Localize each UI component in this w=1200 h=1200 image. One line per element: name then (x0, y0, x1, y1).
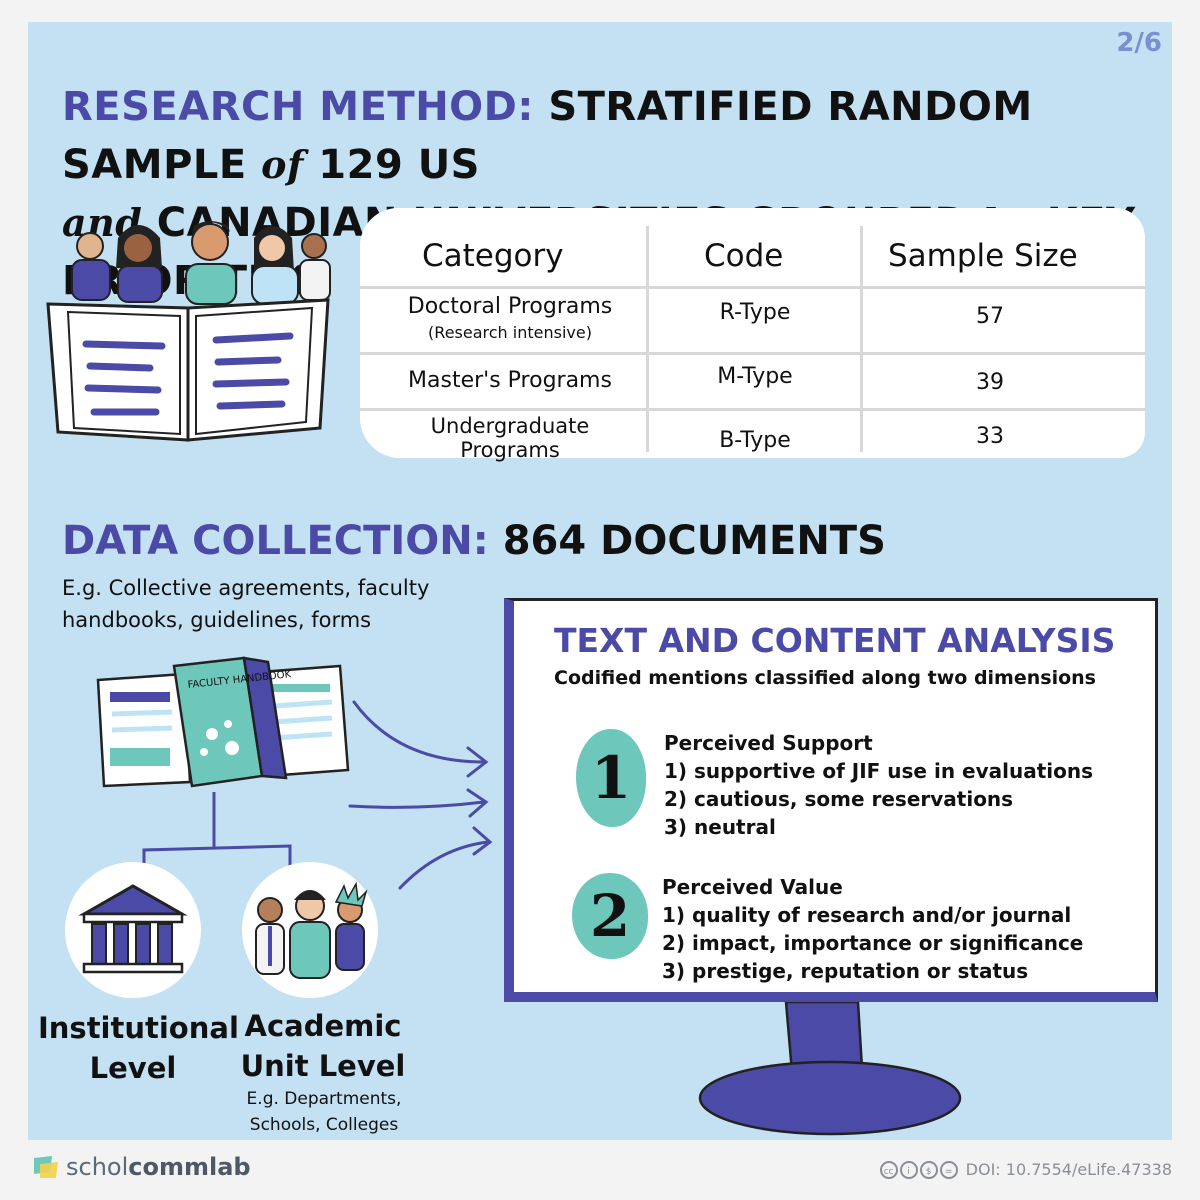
students-icon (71, 221, 331, 305)
dimension-item: 1) supportive of JIF use in evaluations (664, 759, 1094, 783)
academic-unit-examples: E.g. Departments, Schools, Colleges (246, 1089, 402, 1135)
institution-building-icon (65, 862, 201, 998)
category-note: (Research intensive) (428, 323, 592, 342)
arrow-icon (352, 700, 489, 778)
analysis-monitor-screen: TEXT AND CONTENT ANALYSIS Codified menti… (504, 598, 1158, 1002)
academic-unit-level-label: Academic Unit Level (240, 1009, 406, 1083)
dimension-item: 3) neutral (664, 815, 776, 839)
data-collection-label: DATA COLLECTION: (62, 518, 489, 564)
table-column-divider (860, 226, 863, 452)
category-cell: Master's Programs (408, 368, 612, 393)
table-divider (360, 408, 1145, 411)
dimension-number-badge: 2 (572, 873, 648, 959)
headline-connector-of: of (261, 142, 304, 187)
code-cell: R-Type (719, 300, 791, 325)
category-cell: Undergraduate Programs (430, 414, 590, 462)
dimension-item: 1) quality of research and/or journal (662, 903, 1072, 927)
dimension-item: 3) prestige, reputation or status (662, 959, 1029, 983)
students-book-illustration (46, 221, 331, 442)
sample-size-cell: 57 (976, 304, 1004, 329)
brand-logo: scholcommlab (32, 1153, 251, 1181)
page-number: 2/6 (1116, 28, 1162, 58)
monitor-stand-icon (698, 1002, 962, 1136)
brand-name-light: schol (66, 1153, 129, 1181)
sample-size-cell: 39 (976, 370, 1004, 395)
headline-text-2: 129 US (318, 142, 480, 188)
arrows-to-analysis (348, 700, 493, 890)
table-header-code: Code (704, 238, 784, 274)
level-connector-lines (142, 792, 292, 872)
documents-illustration: FACULTY HANDBOOK (96, 656, 350, 788)
sample-size-cell: 33 (976, 424, 1004, 449)
document-icon (96, 672, 192, 788)
dimension-item: 2) cautious, some reservations (664, 787, 1014, 811)
headline-label: RESEARCH METHOD: (62, 84, 534, 130)
footer-citation: cc i $ = DOI: 10.7554/eLife.47338 (879, 1160, 1172, 1179)
table-divider (360, 286, 1145, 289)
category-cell: Doctoral Programs (407, 294, 613, 319)
logo-icon (34, 1156, 58, 1178)
data-collection-count: 864 DOCUMENTS (502, 518, 886, 564)
academic-staff-icon (242, 862, 378, 998)
analysis-subtitle: Codified mentions classified along two d… (554, 667, 1096, 689)
dimension-number-badge: 1 (576, 729, 646, 827)
analysis-title: TEXT AND CONTENT ANALYSIS (554, 621, 1116, 660)
doi-text: DOI: 10.7554/eLife.47338 (965, 1160, 1172, 1179)
table-header-category: Category (422, 238, 564, 274)
dimension-title: Perceived Support (664, 731, 873, 755)
brand-name-bold: commlab (128, 1153, 251, 1181)
sample-table: Category Code Sample Size Doctoral Progr… (360, 208, 1145, 462)
code-cell: M-Type (717, 364, 793, 389)
faculty-handbook-icon: FACULTY HANDBOOK (172, 656, 292, 788)
headline-text-1: STRATIFIED RANDOM SAMPLE (62, 84, 1033, 188)
data-collection-heading: DATA COLLECTION: 864 DOCUMENTS (62, 518, 886, 564)
code-cell: B-Type (719, 428, 791, 453)
table-column-divider (646, 226, 649, 452)
infographic-panel: 2/6 RESEARCH METHOD: STRATIFIED RANDOM S… (28, 22, 1172, 1140)
creative-commons-icon: cc i $ = (879, 1160, 958, 1179)
table-divider (360, 352, 1145, 355)
dimension-item: 2) impact, importance or significance (662, 931, 1084, 955)
institutional-level-label: Institutional Level (38, 1011, 239, 1085)
dimension-title: Perceived Value (662, 875, 843, 899)
open-book-icon (46, 298, 330, 442)
arrow-icon (348, 788, 489, 818)
data-collection-examples: E.g. Collective agreements, faculty hand… (62, 576, 430, 632)
table-row: Doctoral Programs (Research intensive) (380, 294, 640, 342)
dimension-perceived-value: Perceived Value 1) quality of research a… (662, 873, 1083, 985)
dimension-perceived-support: Perceived Support 1) supportive of JIF u… (664, 729, 1093, 841)
table-header-sample-size: Sample Size (888, 238, 1078, 274)
arrow-icon (398, 826, 493, 890)
